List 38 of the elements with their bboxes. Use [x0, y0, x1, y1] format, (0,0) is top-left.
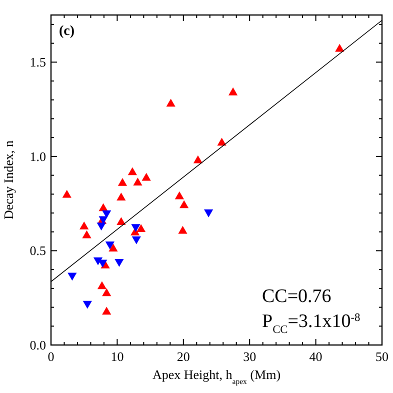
point	[335, 44, 344, 52]
point	[180, 200, 189, 208]
annotation: CC=0.76	[262, 286, 332, 307]
x-tick-label: 0	[48, 349, 54, 364]
point	[228, 87, 238, 96]
point	[116, 192, 126, 201]
y-tick-label: 0.0	[30, 338, 46, 352]
point	[178, 226, 188, 234]
y-axis-title: Decay Index, n	[1, 140, 16, 220]
point	[217, 138, 226, 146]
y-tick-label: 1.5	[30, 54, 46, 70]
point	[128, 167, 137, 176]
x-tick-label: 50	[376, 349, 388, 364]
point	[80, 222, 89, 230]
point	[97, 281, 107, 290]
annotation: (c)	[59, 24, 75, 39]
x-tick-label: 40	[309, 349, 322, 364]
point	[133, 178, 142, 186]
x-tick-label: 20	[176, 349, 190, 364]
point	[108, 244, 118, 252]
point	[136, 224, 146, 232]
y-tick-label: 0.5	[30, 243, 46, 258]
point	[174, 191, 184, 200]
point	[98, 203, 108, 212]
point	[166, 98, 176, 107]
point	[142, 172, 151, 181]
y-tick-label: 1.0	[30, 148, 46, 164]
point	[62, 190, 72, 198]
point	[118, 178, 128, 186]
point	[193, 155, 203, 164]
point	[116, 217, 126, 226]
point	[102, 306, 112, 315]
point	[102, 288, 112, 296]
annotation: P$_{CC}$=3.1x10$^{-8}$	[262, 311, 361, 336]
point	[82, 230, 92, 238]
x-tick-label: 30	[243, 349, 256, 364]
x-tick-label: 10	[110, 349, 124, 364]
x-axis-title: Apex Height, h$_{apex}$ (Mm)	[152, 367, 281, 386]
